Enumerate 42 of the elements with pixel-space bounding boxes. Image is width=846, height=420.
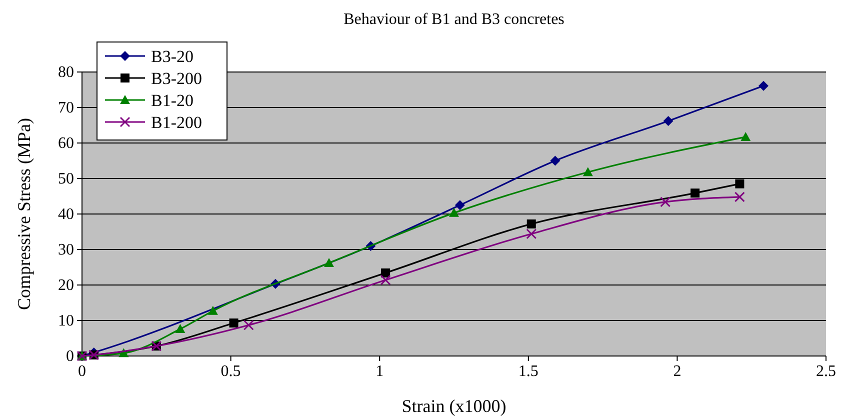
y-axis-title: Compressive Stress (MPa) [14,118,34,310]
legend-label: B1-20 [151,91,194,110]
point [380,274,391,286]
point [381,268,390,278]
y-tick-label: 60 [58,135,74,152]
y-tick-label: 50 [58,170,74,188]
point [758,80,769,91]
chart-title: Behaviour of B1 and B3 concretes [344,11,564,28]
x-tick-label: 0.5 [220,363,241,380]
x-tick-label: 2.5 [816,363,836,380]
y-tick-label: 20 [58,277,74,294]
point [526,219,536,228]
point [175,324,186,334]
x-tick-label: 1 [376,363,384,380]
y-tick-label: 80 [58,64,74,81]
x-tick-label: 0 [78,363,86,380]
point [690,188,700,198]
point [454,200,465,210]
point [229,318,238,328]
point [734,192,745,202]
y-tick-label: 30 [58,242,74,258]
y-tick-label: 40 [58,206,74,223]
point [449,208,459,217]
point [582,167,593,176]
y-tick-label: 0 [66,348,74,365]
point [550,156,560,166]
x-tick-label: 1.5 [518,363,538,380]
point [324,258,334,267]
legend-label: B3-200 [151,69,202,88]
y-tick-label: 10 [58,312,74,330]
point [663,116,674,126]
point [243,320,254,330]
point [735,179,744,188]
point [208,306,218,315]
x-tick-label: 2 [673,363,682,380]
point [660,196,671,208]
legend-label: B1-200 [151,113,202,132]
y-tick-label: 70 [58,100,74,116]
legend-label: B3-20 [151,47,194,66]
x-axis-title: Strain (x1000) [402,396,506,416]
point [740,132,751,141]
point [526,228,537,240]
